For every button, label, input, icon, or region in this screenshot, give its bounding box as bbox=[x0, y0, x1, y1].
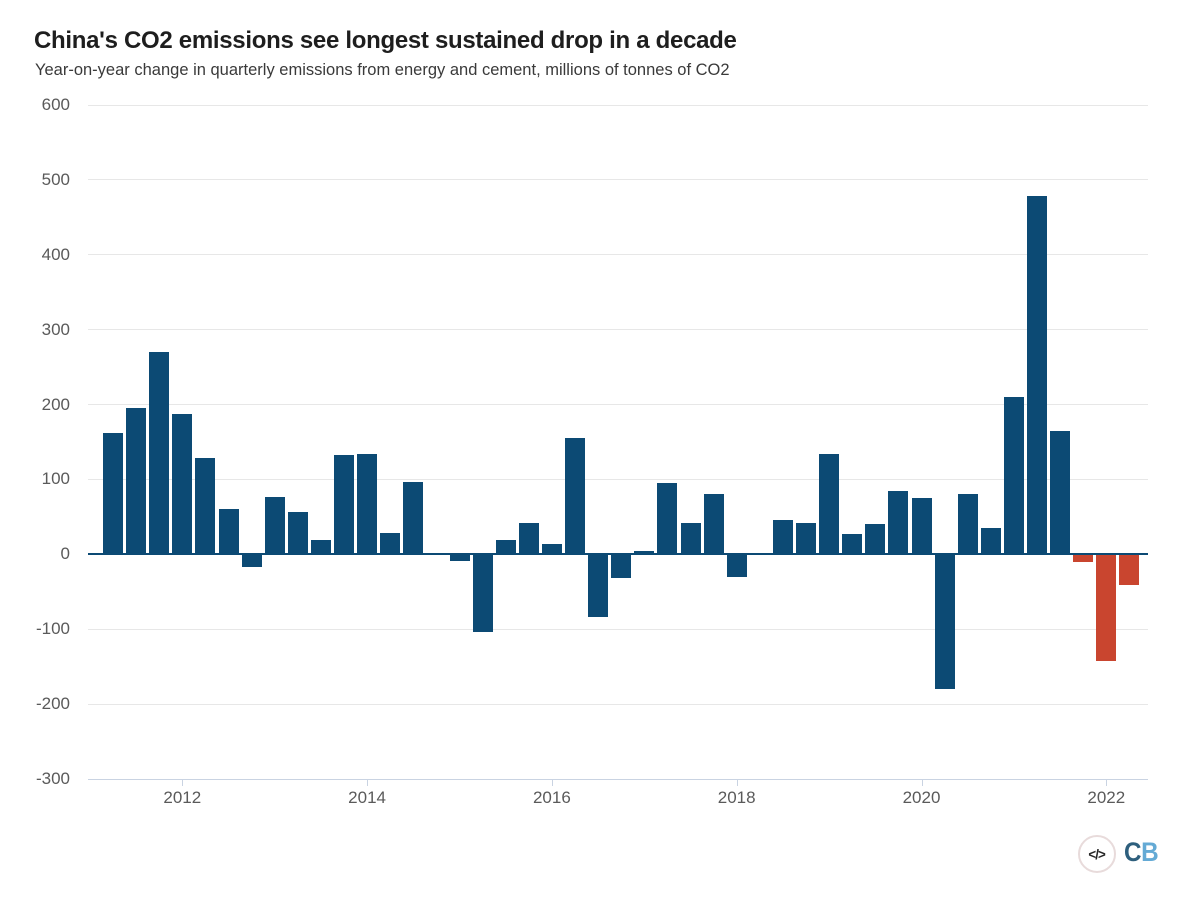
gridline-500 bbox=[88, 179, 1148, 181]
bar-2017-q4 bbox=[726, 555, 747, 578]
x-axis-tick-2020 bbox=[921, 780, 923, 786]
y-axis-tick-label-600: 600 bbox=[41, 95, 70, 114]
bar-2012-q3 bbox=[241, 555, 262, 568]
y-axis-tick-label-400: 400 bbox=[41, 244, 70, 264]
page-title: China's CO2 emissions see longest sustai… bbox=[34, 27, 737, 54]
x-axis-tick-label-2022: 2022 bbox=[1087, 788, 1126, 807]
bar-2011-q1 bbox=[103, 433, 123, 555]
x-axis-tick-label-2018: 2018 bbox=[717, 788, 756, 807]
y-axis-tick-label--300: -300 bbox=[35, 769, 70, 788]
y-axis-tick-label-0: 0 bbox=[60, 544, 70, 564]
bar-2020-q4 bbox=[1003, 397, 1024, 555]
bar-2021-q4 bbox=[1096, 555, 1117, 661]
bar-2012-q4 bbox=[264, 496, 285, 555]
bar-2018-q4 bbox=[819, 453, 840, 555]
x-axis-tick-2016 bbox=[551, 780, 553, 786]
gridline--100 bbox=[88, 628, 1148, 630]
bar-2011-q4 bbox=[172, 413, 193, 555]
brand-wordmark: CB bbox=[1124, 837, 1159, 868]
x-axis-tick-2012 bbox=[182, 780, 184, 786]
gridline-400 bbox=[88, 254, 1148, 256]
bar-2017-q2 bbox=[680, 522, 701, 555]
y-axis-tick-label--200: -200 bbox=[35, 694, 70, 714]
x-axis-tick-label-2012: 2012 bbox=[163, 788, 202, 807]
gridline--200 bbox=[88, 703, 1148, 705]
y-axis-tick-label-200: 200 bbox=[41, 394, 70, 414]
gridline-300 bbox=[88, 329, 1148, 331]
zero-baseline bbox=[88, 553, 1148, 556]
bar-2016-q4 bbox=[634, 551, 655, 555]
bar-2021-q2 bbox=[1050, 430, 1071, 555]
x-axis-tick-label-2014: 2014 bbox=[348, 788, 386, 807]
gridline-200 bbox=[88, 404, 1148, 406]
x-axis-tick-2022 bbox=[1106, 780, 1108, 786]
bar-2014-q1 bbox=[380, 532, 401, 555]
bar-2012-q2 bbox=[218, 508, 239, 555]
carbon-brief-logo: </> CB bbox=[1078, 835, 1170, 873]
bar-2014-q2 bbox=[403, 482, 424, 555]
y-axis-tick-label-500: 500 bbox=[41, 169, 70, 189]
bar-2013-q4 bbox=[357, 453, 378, 555]
bar-2019-q1 bbox=[842, 534, 863, 555]
bar-2019-q2 bbox=[865, 523, 886, 555]
bar-2017-q1 bbox=[657, 483, 678, 555]
brand-letter-b: B bbox=[1141, 837, 1159, 867]
bar-2013-q2 bbox=[310, 540, 331, 555]
x-axis-tick-2014 bbox=[367, 780, 369, 786]
bar-2015-q2 bbox=[495, 540, 516, 555]
y-axis-tick-label-100: 100 bbox=[41, 469, 70, 489]
y-axis-tick-label--100: -100 bbox=[35, 619, 70, 639]
bar-2015-q4 bbox=[541, 543, 562, 555]
bar-2021-q3 bbox=[1073, 555, 1094, 563]
bar-2020-q2 bbox=[957, 493, 978, 555]
x-axis-line bbox=[88, 779, 1148, 780]
code-badge: </> bbox=[1078, 835, 1116, 873]
chart-subtitle: Year-on-year change in quarterly emissio… bbox=[35, 61, 730, 79]
chart-plot-area: 600 500 400 300 200 100 0 -100 -200 -300 2012 2014 2… bbox=[36, 96, 1148, 807]
bar-2015-q1 bbox=[472, 555, 493, 633]
code-icon: </> bbox=[1088, 846, 1106, 862]
bar-2013-q1 bbox=[287, 511, 308, 555]
bar-2014-q4 bbox=[449, 555, 470, 562]
bar-2020-q1 bbox=[934, 555, 955, 690]
x-axis-tick-label-2020: 2020 bbox=[902, 788, 941, 807]
bar-2011-q2 bbox=[126, 407, 147, 555]
bar-2020-q3 bbox=[980, 528, 1001, 555]
bar-2013-q3 bbox=[334, 455, 354, 555]
gridline-100 bbox=[88, 478, 1148, 480]
x-axis-tick-label-2016: 2016 bbox=[532, 788, 571, 807]
bar-2016-q2 bbox=[588, 555, 609, 617]
bar-2012-q1 bbox=[195, 457, 216, 555]
bar-2011-q3 bbox=[149, 352, 170, 555]
bar-2016-q3 bbox=[611, 555, 632, 578]
bar-2016-q1 bbox=[565, 438, 585, 555]
y-axis-tick-label-300: 300 bbox=[41, 319, 70, 339]
x-axis-tick-2018 bbox=[736, 780, 738, 786]
gridline-600 bbox=[88, 104, 1148, 106]
bar-2018-q2 bbox=[772, 519, 793, 555]
bar-2018-q3 bbox=[796, 522, 816, 555]
brand-letter-c: C bbox=[1124, 837, 1142, 867]
bar-2019-q3 bbox=[888, 491, 909, 555]
bar-2015-q3 bbox=[518, 522, 539, 555]
bar-2017-q3 bbox=[703, 494, 724, 555]
bar-2019-q4 bbox=[911, 498, 932, 555]
bar-2021-q1 bbox=[1027, 195, 1047, 555]
bar-2022-q1 bbox=[1119, 555, 1140, 586]
